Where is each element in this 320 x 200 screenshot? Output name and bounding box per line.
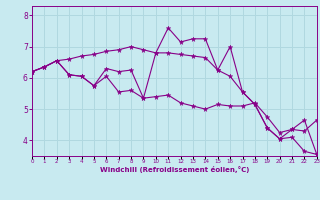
X-axis label: Windchill (Refroidissement éolien,°C): Windchill (Refroidissement éolien,°C) <box>100 166 249 173</box>
